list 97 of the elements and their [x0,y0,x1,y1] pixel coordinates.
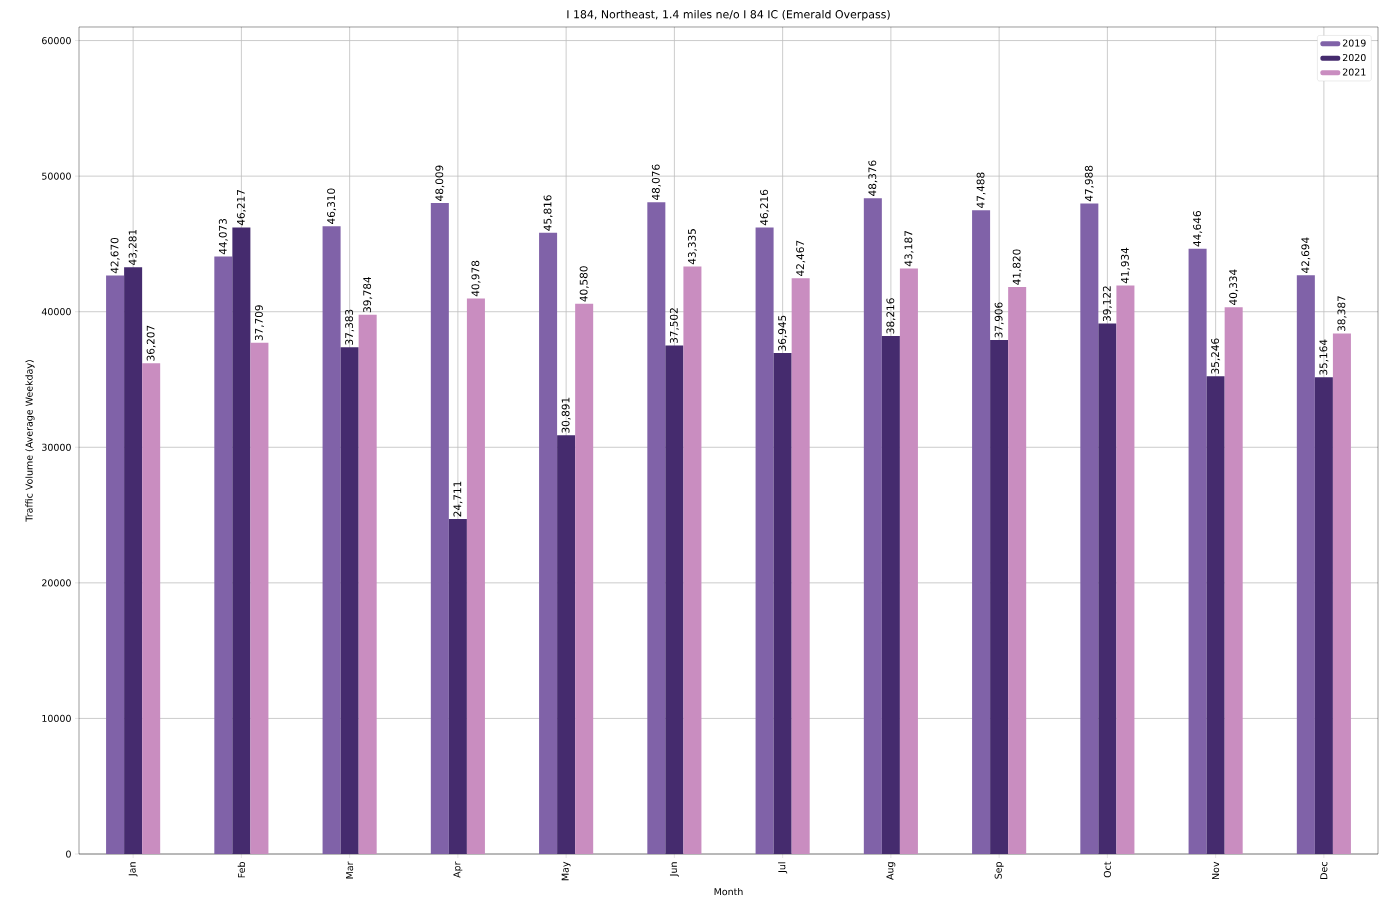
bar [1314,377,1333,854]
bar [647,202,666,854]
bar [1296,275,1315,854]
data-label: 48,376 [868,160,878,196]
data-label: 24,711 [453,481,463,517]
data-label: 46,216 [760,189,770,226]
y-tick-label: 0 [66,850,71,858]
bar [1188,248,1207,854]
data-label: 37,502 [669,308,679,344]
bar [755,227,774,854]
bar [899,268,918,854]
x-tick-label: Apr [453,861,463,878]
data-label: 40,580 [579,266,589,302]
data-label: 35,164 [1319,339,1329,375]
data-label: 37,383 [345,309,355,345]
data-label: 42,467 [796,240,806,277]
y-tick-label: 20000 [42,579,71,587]
bar [990,340,1009,854]
data-label: 43,187 [904,231,914,267]
bar [575,303,594,854]
bar [791,278,810,854]
bar [322,226,341,854]
legend-label: 2021 [1342,68,1366,76]
bar [539,232,558,854]
bar [1332,333,1351,854]
data-label: 48,076 [651,164,661,200]
y-tick-label: 40000 [41,308,71,316]
bar [1116,285,1135,854]
bar [340,347,359,854]
x-tick-label: Aug [886,862,896,880]
bar [358,314,377,854]
chart-title: I 184, Northeast, 1.4 miles ne/o I 84 IC (Emerald Overpass) [567,9,890,21]
data-label: 41,934 [1120,247,1130,284]
bar [106,275,125,854]
data-label: 39,784 [363,276,373,313]
data-label: 30,891 [561,397,571,433]
bar [972,210,991,854]
x-axis-title: Month [714,887,743,896]
data-label: 44,073 [218,219,228,255]
bar [142,363,161,854]
data-label: 46,310 [327,188,337,224]
x-tick-label: Jul [778,862,788,874]
data-label: 38,387 [1337,296,1347,332]
bar [1098,323,1117,854]
y-tick-label: 50000 [42,172,71,180]
bar [448,518,467,854]
y-tick-label: 10000 [42,714,71,723]
data-label: 48,009 [435,165,445,201]
bar [214,256,233,854]
bar [683,266,702,854]
x-tick-label: Nov [1212,861,1220,880]
data-label: 36,207 [146,325,156,361]
data-label: 37,709 [254,305,264,341]
x-tick-label: Dec [1320,862,1328,879]
x-tick-label: May [561,861,571,881]
legend-label: 2020 [1342,53,1366,62]
bar [881,335,900,854]
data-label: 37,906 [994,302,1004,338]
bar [557,435,576,854]
bar [665,345,684,854]
data-label: 42,670 [110,237,120,274]
data-label: 46,217 [236,190,246,226]
data-label: 43,281 [128,229,138,266]
bar [250,342,269,854]
bar [1224,307,1243,854]
data-label: 39,122 [1102,286,1112,322]
data-label: 44,646 [1193,211,1203,247]
x-tick-label: Mar [346,861,354,879]
bar [773,353,792,854]
x-tick-label: Feb [237,862,246,878]
bar [232,227,251,854]
bar [1080,203,1099,854]
x-tick-label: Sep [994,862,1004,879]
data-label: 40,334 [1229,269,1239,305]
bar [430,203,449,854]
data-label: 42,694 [1301,237,1311,273]
bar [1206,376,1225,854]
data-label: 40,978 [471,260,481,297]
x-tick-label: Jun [669,862,679,877]
bar [124,267,143,854]
data-label: 41,820 [1012,249,1022,285]
legend-label: 2019 [1342,39,1366,47]
bar [1008,287,1027,854]
data-label: 45,816 [543,195,553,231]
data-label: 47,988 [1084,165,1094,202]
y-axis-title: Traffic Volume (Average Weekday) [25,360,35,522]
data-label: 47,488 [976,172,986,208]
data-label: 36,945 [778,315,788,351]
y-tick-label: 30000 [42,443,71,451]
data-label: 38,216 [886,298,896,334]
data-label: 35,246 [1211,338,1221,374]
bar [863,198,882,854]
x-tick-label: Jan [128,862,138,877]
bar [466,298,485,854]
data-label: 43,335 [687,229,697,265]
y-tick-label: 60000 [42,36,71,45]
x-tick-label: Oct [1103,861,1111,878]
